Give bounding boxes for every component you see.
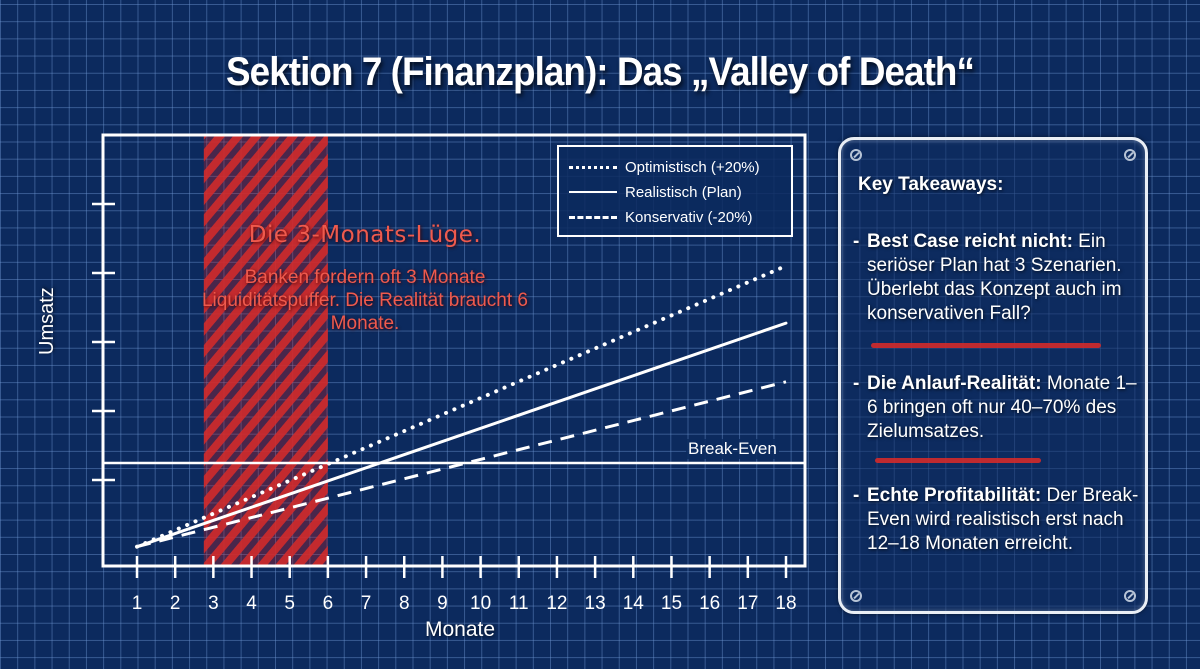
page-title: Sektion 7 (Finanzplan): Das „Valley of D… — [226, 50, 975, 94]
x-tick-label: 11 — [509, 593, 529, 614]
highlight-region — [203, 136, 328, 565]
dotted-line-icon — [569, 165, 617, 169]
legend-item-conservative: Konservativ (-20%) — [569, 206, 753, 228]
series-lines — [135, 263, 788, 549]
x-tick-label: 9 — [437, 593, 448, 614]
takeaway-text: Ein seriöser Plan hat 3 Szenarien. Überl… — [867, 231, 1122, 324]
dashed-line-icon — [569, 215, 617, 219]
series-line-solid — [135, 321, 788, 549]
y-axis-ticks — [92, 202, 115, 482]
x-tick-label: 5 — [284, 593, 295, 614]
screw-icon — [1124, 590, 1136, 602]
takeaway-text: Monate 1–6 bringen oft nur 40–70% des Zi… — [867, 373, 1137, 442]
legend-item-optimistic: Optimistisch (+20%) — [569, 156, 760, 178]
takeaway-item: - Echte Profitabilität: Der Break-Even w… — [853, 484, 1145, 556]
legend-label: Realistisch (Plan) — [625, 183, 742, 201]
takeaway-bold: Echte Profitabilität: — [867, 485, 1042, 506]
takeaway-bold: Best Case reicht nicht: — [867, 231, 1073, 252]
x-tick-label: 3 — [208, 593, 219, 614]
takeaway-bold: Die Anlauf-Realität: — [867, 373, 1042, 394]
x-tick-label: 2 — [170, 593, 181, 614]
x-tick-label: 4 — [246, 593, 257, 614]
x-axis-label: Monate — [424, 618, 496, 641]
annotation-body: Banken fordern oft 3 Monate Liquiditätsp… — [201, 267, 528, 334]
x-tick-label: 17 — [737, 593, 758, 614]
annotation-title: Die 3-Monats-Lüge. — [248, 222, 482, 248]
x-tick-label: 13 — [585, 593, 606, 614]
key-takeaways-panel: Key Takeaways: - Best Case reicht nicht:… — [838, 137, 1148, 614]
screw-icon — [850, 590, 862, 602]
plot-frame — [101, 133, 807, 568]
bullet-dash: - — [853, 373, 860, 394]
takeaways-heading: Key Takeaways: — [858, 174, 1004, 195]
x-tick-label: 10 — [470, 593, 491, 614]
legend-label: Konservativ (-20%) — [625, 208, 753, 226]
y-axis-label: Umsatz — [36, 287, 58, 355]
bullet-dash: - — [853, 485, 860, 506]
x-tick-label: 7 — [361, 593, 372, 614]
x-tick-label: 16 — [699, 593, 720, 614]
x-tick-label: 18 — [775, 593, 796, 614]
bullet-dash: - — [853, 231, 860, 252]
x-tick-label: 15 — [661, 593, 682, 614]
legend-label: Optimistisch (+20%) — [625, 158, 760, 176]
red-underline — [875, 458, 1041, 463]
break-even-label: Break-Even — [686, 439, 779, 459]
takeaway-item: - Best Case reicht nicht: Ein seriöser P… — [853, 230, 1145, 326]
screw-icon — [1124, 149, 1136, 161]
x-axis-ticks: 1 2 3 4 5 6 7 8 9 10 11 12 13 14 15 16 17 18 — [132, 556, 797, 614]
x-tick-label: 8 — [399, 593, 410, 614]
x-tick-label: 14 — [623, 593, 645, 614]
x-tick-label: 1 — [132, 593, 143, 614]
screw-icon — [850, 149, 862, 161]
takeaway-text: Der Break-Even wird realistisch erst nac… — [867, 485, 1139, 554]
legend-item-realistic: Realistisch (Plan) — [569, 181, 742, 203]
red-underline — [871, 343, 1101, 348]
takeaway-item: - Die Anlauf-Realität: Monate 1–6 bringe… — [853, 372, 1145, 444]
chart-legend: Optimistisch (+20%) Realistisch (Plan) K… — [557, 145, 793, 237]
series-line-dotted — [135, 263, 788, 549]
x-tick-label: 6 — [323, 593, 334, 614]
solid-line-icon — [569, 191, 617, 193]
series-line-dashed — [136, 380, 787, 549]
x-tick-label: 12 — [546, 593, 567, 614]
